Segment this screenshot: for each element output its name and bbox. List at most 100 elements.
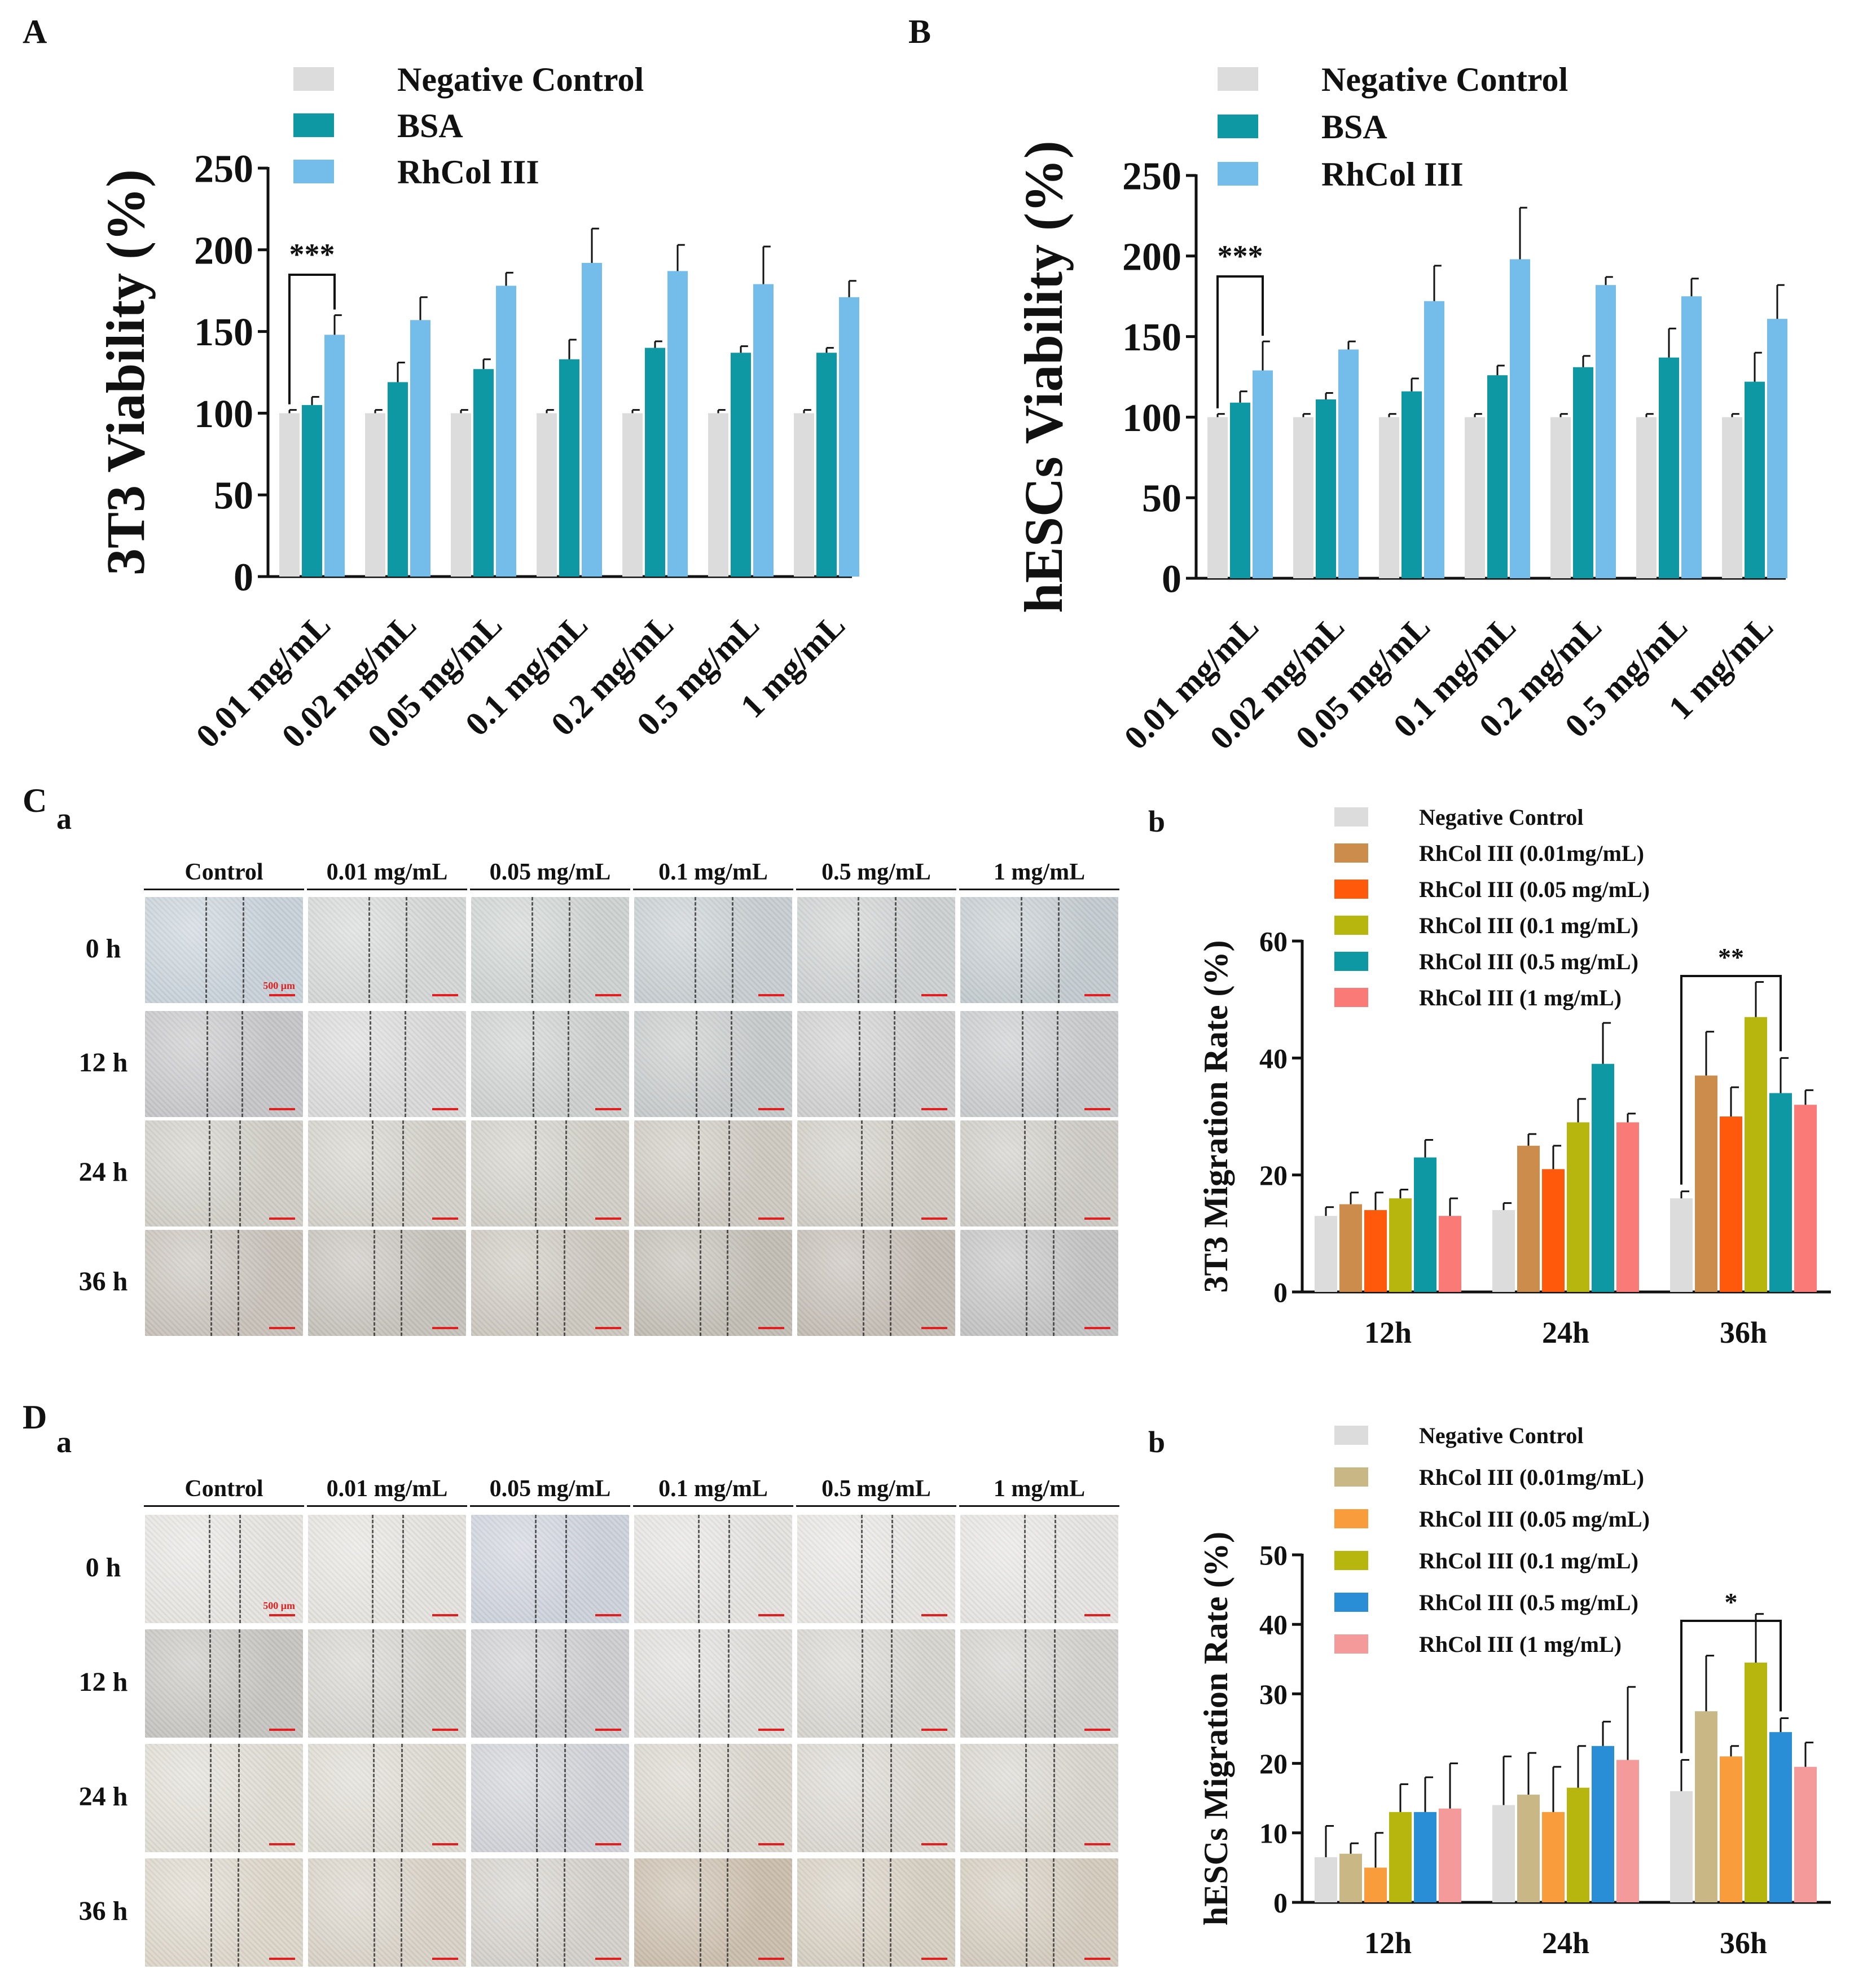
y-tick-label: 250 <box>1122 155 1181 199</box>
wound-edge-line <box>368 897 370 1003</box>
x-category-label: 24h <box>1542 1926 1589 1960</box>
bar <box>279 413 300 577</box>
wound-photo: 500 μm <box>145 1515 303 1623</box>
wound-edge-line <box>402 1120 404 1227</box>
bar <box>1720 1756 1742 1902</box>
wound-edge-line <box>696 1011 697 1117</box>
wound-edge-line <box>565 1515 567 1623</box>
wound-edge-line <box>372 1120 374 1227</box>
legend-label: Negative Control <box>397 61 644 98</box>
legend-swatch <box>1334 916 1368 935</box>
scale-bar <box>269 1614 295 1616</box>
wound-edge-line <box>1022 1011 1023 1117</box>
legend-label: RhCol III (0.5 mg/mL) <box>1419 1590 1638 1615</box>
wound-edge-line <box>374 1858 375 1967</box>
wound-edge-line <box>239 1515 241 1623</box>
legend-swatch <box>1218 67 1258 91</box>
wound-edge-line <box>238 1744 240 1852</box>
wound-photo <box>308 1230 466 1336</box>
scale-bar <box>758 1108 784 1110</box>
wound-edge-line <box>891 1120 893 1227</box>
scale-bar <box>432 1958 458 1960</box>
wound-edge-line <box>727 1744 729 1852</box>
wound-edge-line <box>727 1230 728 1336</box>
wound-edge-line <box>565 1120 567 1227</box>
scale-bar <box>921 1958 947 1960</box>
scale-bar <box>1084 1217 1110 1220</box>
legend-label: RhCol III (0.01mg/mL) <box>1419 1465 1644 1490</box>
wound-edge-line <box>863 1858 864 1967</box>
wound-photo <box>797 897 955 1003</box>
wound-edge-line <box>1053 1858 1055 1967</box>
bar <box>1592 1746 1614 1902</box>
y-tick-label: 50 <box>1142 477 1181 521</box>
scale-bar-label: 500 μm <box>263 1600 295 1611</box>
bar <box>1414 1812 1436 1902</box>
bar <box>1230 402 1250 578</box>
wound-edge-line <box>535 1515 537 1623</box>
wound-photo <box>145 1744 303 1852</box>
wound-photo <box>797 1744 955 1852</box>
scale-bar <box>269 1327 295 1329</box>
column-label: 0.1 mg/mL <box>629 859 798 890</box>
column-label: 0.05 mg/mL <box>465 1475 635 1507</box>
x-category-label: 12h <box>1364 1316 1412 1349</box>
scale-bar <box>921 1729 947 1731</box>
column-label: 0.01 mg/mL <box>302 1475 472 1507</box>
bar <box>451 413 471 577</box>
wound-edge-line <box>535 1629 537 1738</box>
wound-photo <box>634 1011 792 1117</box>
legend-label: RhCol III <box>1321 156 1464 193</box>
scale-bar <box>595 1729 621 1731</box>
wound-edge-line <box>239 1120 241 1227</box>
y-axis-title: 3T3 Migration Rate (%) <box>1197 940 1234 1293</box>
bar <box>645 348 665 577</box>
bar <box>708 413 728 577</box>
wound-edge-line <box>1021 897 1022 1003</box>
panel-d-sub-a: a <box>56 1425 72 1459</box>
wound-photo <box>471 1011 629 1117</box>
bar <box>1550 417 1571 578</box>
bar <box>839 297 859 577</box>
legend-swatch <box>1334 843 1368 863</box>
wound-edge-line <box>890 1858 891 1967</box>
chart-cb-3t3-migration: 0 20 40 60 3T3 Migration Rate (%) 12h 24h 36h **… <box>1197 805 1831 1349</box>
wound-edge-line <box>564 1744 566 1852</box>
wound-photo <box>145 1120 303 1227</box>
legend-swatch <box>1334 1551 1368 1570</box>
bar <box>1720 1116 1742 1292</box>
y-tick-label: 150 <box>1122 316 1181 359</box>
wound-edge-line <box>210 1744 212 1852</box>
scale-bar <box>921 1217 947 1220</box>
wound-edge-line <box>239 1629 240 1738</box>
wound-edge-line <box>700 1858 701 1967</box>
wound-edge-line <box>402 1515 404 1623</box>
wound-edge-line <box>861 1120 863 1227</box>
x-category-label: 36h <box>1720 1316 1767 1349</box>
wound-photo <box>471 1629 629 1738</box>
panel-letter-a: A <box>23 13 47 50</box>
wound-photo <box>471 897 629 1003</box>
y-tick-label: 40 <box>1259 1609 1288 1641</box>
wound-photo <box>960 897 1118 1003</box>
scale-bar <box>758 1327 784 1329</box>
bar <box>1389 1812 1412 1902</box>
significance-bracket <box>1680 975 1782 1185</box>
wound-edge-line <box>401 1230 402 1336</box>
wound-photo <box>471 1515 629 1623</box>
y-tick-label: 20 <box>1259 1748 1288 1779</box>
bar <box>1542 1169 1565 1292</box>
bar <box>1517 1145 1540 1292</box>
column-label: 0.1 mg/mL <box>629 1475 798 1507</box>
bar <box>1339 1204 1362 1292</box>
y-tick-label: 0 <box>1273 1277 1288 1308</box>
wound-photo <box>308 1629 466 1738</box>
bar <box>753 284 774 577</box>
wound-photo <box>145 1011 303 1117</box>
wound-photo <box>308 1858 466 1967</box>
column-label: Control <box>139 859 309 890</box>
wound-edge-line <box>238 1230 239 1336</box>
scale-bar <box>758 1729 784 1731</box>
significance-label: ** <box>1718 943 1744 971</box>
bar <box>1616 1760 1639 1902</box>
